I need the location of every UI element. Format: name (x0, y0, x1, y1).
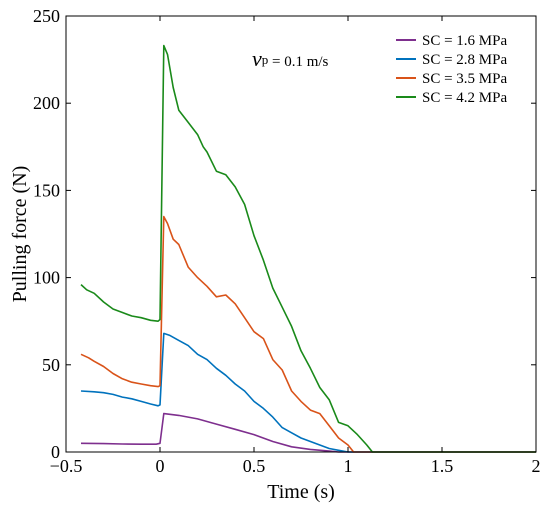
y-tick-label: 100 (33, 268, 60, 288)
y-tick-label: 50 (42, 355, 60, 375)
y-tick-label: 250 (33, 6, 60, 26)
x-axis-label: Time (s) (267, 481, 335, 503)
y-tick-label: 150 (33, 180, 60, 200)
velocity-symbol: v (252, 46, 262, 71)
plot-frame (65, 15, 537, 453)
x-tick-label: 0.5 (243, 456, 266, 476)
y-tick-label: 200 (33, 93, 60, 113)
velocity-value: = 0.1 m/s (268, 54, 328, 70)
x-tick-label: −0.5 (50, 456, 83, 476)
series-line-2 (80, 332, 536, 453)
x-tick-label: 1 (344, 456, 353, 476)
velocity-subscript: p (262, 52, 269, 67)
x-tick-label: 1.5 (431, 456, 454, 476)
x-tick-label: 2 (532, 456, 541, 476)
legend-label-1: SC = 1.6 MPa (422, 33, 507, 49)
series-line-3 (80, 215, 536, 453)
legend-label-3: SC = 3.5 MPa (422, 71, 507, 87)
x-tick-label: 0 (156, 456, 165, 476)
series-line-4 (80, 44, 536, 453)
annotation: vp = 0.1 m/s (252, 46, 329, 71)
legend-label-2: SC = 2.8 MPa (422, 52, 507, 68)
y-tick-label: 0 (51, 442, 60, 462)
series-line-1 (80, 412, 536, 453)
velocity-annotation: vp = 0.1 m/s (252, 46, 329, 71)
legend-label-4: SC = 4.2 MPa (422, 90, 507, 106)
legend: SC = 1.6 MPa SC = 2.8 MPa SC = 3.5 MPa SC =… (396, 33, 507, 106)
series-layer (80, 44, 536, 453)
y-axis-label: Pulling force (N) (9, 166, 31, 303)
